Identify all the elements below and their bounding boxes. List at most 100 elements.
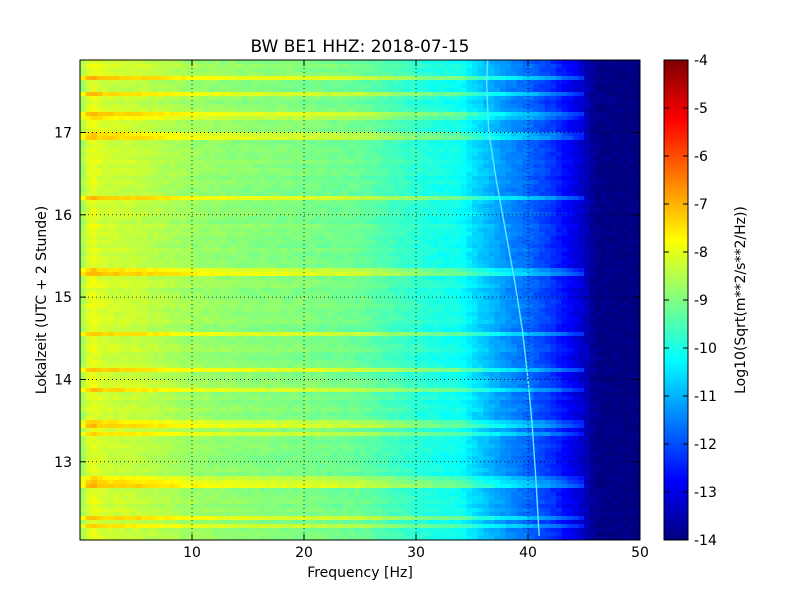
spectrogram-cell xyxy=(130,192,137,197)
spectrogram-cell xyxy=(393,192,400,197)
spectrogram-cell xyxy=(113,252,120,257)
spectrogram-cell xyxy=(192,220,199,225)
spectrogram-cell xyxy=(382,232,389,237)
spectrogram-cell xyxy=(634,244,640,249)
spectrogram-cell xyxy=(460,116,467,121)
spectrogram-cell xyxy=(589,176,596,181)
spectrogram-cell xyxy=(264,188,271,193)
spectrogram-cell xyxy=(175,148,182,153)
spectrogram-cell xyxy=(242,180,249,185)
spectrogram-cell xyxy=(421,232,428,237)
spectrogram-cell xyxy=(511,112,518,117)
spectrogram-cell xyxy=(91,196,98,201)
spectrogram-cell xyxy=(337,156,344,161)
spectrogram-cell xyxy=(556,212,563,217)
spectrogram-cell xyxy=(460,96,467,101)
spectrogram-cell xyxy=(544,64,551,69)
spectrogram-cell xyxy=(124,236,131,241)
spectrogram-cell xyxy=(432,172,439,177)
spectrogram-cell xyxy=(516,164,523,169)
spectrogram-cell xyxy=(248,200,255,205)
spectrogram-cell xyxy=(315,244,322,249)
spectrogram-cell xyxy=(460,232,467,237)
spectrogram-cell xyxy=(494,200,501,205)
spectrogram-cell xyxy=(516,108,523,113)
spectrogram-cell xyxy=(466,204,473,209)
spectrogram-cell xyxy=(404,144,411,149)
spectrogram-cell xyxy=(472,212,479,217)
spectrogram-cell xyxy=(483,176,490,181)
spectrogram-cell xyxy=(483,148,490,153)
spectrogram-cell xyxy=(326,160,333,165)
spectrogram-cell xyxy=(410,60,417,65)
spectrogram-cell xyxy=(511,160,518,165)
spectrogram-cell xyxy=(511,156,518,161)
spectrogram-cell xyxy=(606,104,613,109)
spectrogram-cell xyxy=(136,124,143,129)
spectrogram-cell xyxy=(634,224,640,229)
spectrogram-cell xyxy=(444,216,451,221)
spectrogram-cell xyxy=(427,192,434,197)
spectrogram-cell xyxy=(186,80,193,85)
spectrogram-cell xyxy=(85,108,92,113)
spectrogram-cell xyxy=(113,164,120,169)
spectrogram-cell xyxy=(276,120,283,125)
spectrogram-cell xyxy=(365,176,372,181)
spectrogram-cell xyxy=(483,232,490,237)
spectrogram-cell xyxy=(432,88,439,93)
spectrogram-cell xyxy=(477,140,484,145)
spectrogram-cell xyxy=(371,128,378,133)
spectrogram-cell xyxy=(511,164,518,169)
spectrogram-cell xyxy=(584,100,591,105)
spectrogram-cell xyxy=(432,144,439,149)
spectrogram-cell xyxy=(371,252,378,257)
spectrogram-cell xyxy=(511,192,518,197)
spectrogram-cell xyxy=(332,196,339,201)
spectrogram-cell xyxy=(556,140,563,145)
spectrogram-cell xyxy=(130,60,137,65)
spectrogram-cell xyxy=(130,76,137,81)
spectrogram-cell xyxy=(96,104,103,109)
spectrogram-cell xyxy=(270,108,277,113)
spectrogram-cell xyxy=(337,120,344,125)
spectrogram-cell xyxy=(589,236,596,241)
spectrogram-cell xyxy=(388,208,395,213)
spectrogram-cell xyxy=(158,72,165,77)
spectrogram-cell xyxy=(298,140,305,145)
spectrogram-cell xyxy=(544,224,551,229)
spectrogram-cell xyxy=(220,180,227,185)
spectrogram-cell xyxy=(91,144,98,149)
spectrogram-cell xyxy=(472,224,479,229)
spectrogram-cell xyxy=(483,128,490,133)
spectrogram-cell xyxy=(455,116,462,121)
spectrogram-cell xyxy=(136,140,143,145)
spectrogram-cell xyxy=(511,248,518,253)
spectrogram-cell xyxy=(309,156,316,161)
spectrogram-cell xyxy=(91,168,98,173)
spectrogram-cell xyxy=(108,184,115,189)
spectrogram-cell xyxy=(264,208,271,213)
spectrogram-cell xyxy=(315,92,322,97)
spectrogram-cell xyxy=(427,248,434,253)
spectrogram-cell xyxy=(124,108,131,113)
spectrogram-cell xyxy=(264,108,271,113)
spectrogram-cell xyxy=(606,148,613,153)
spectrogram-cell xyxy=(248,224,255,229)
spectrogram-cell xyxy=(500,80,507,85)
spectrogram-cell xyxy=(404,112,411,117)
spectrogram-cell xyxy=(528,124,535,129)
spectrogram-cell xyxy=(483,204,490,209)
spectrogram-cell xyxy=(119,248,126,253)
spectrogram-cell xyxy=(505,116,512,121)
spectrogram-cell xyxy=(192,156,199,161)
spectrogram-cell xyxy=(91,180,98,185)
spectrogram-cell xyxy=(550,120,557,125)
spectrogram-cell xyxy=(264,200,271,205)
spectrogram-cell xyxy=(276,192,283,197)
spectrogram-cell xyxy=(147,180,154,185)
spectrogram-cell xyxy=(511,232,518,237)
spectrogram-cell xyxy=(584,88,591,93)
spectrogram-cell xyxy=(488,72,495,77)
spectrogram-cell xyxy=(192,188,199,193)
spectrogram-cell xyxy=(91,160,98,165)
